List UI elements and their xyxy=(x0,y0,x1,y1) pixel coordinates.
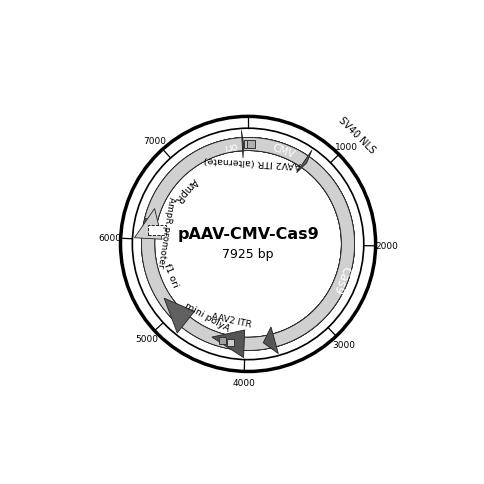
Text: 2000: 2000 xyxy=(375,242,398,251)
Polygon shape xyxy=(263,327,278,354)
Text: Cas9: Cas9 xyxy=(331,264,353,295)
Polygon shape xyxy=(141,138,355,351)
Text: 6000: 6000 xyxy=(98,234,121,243)
Bar xyxy=(247,141,255,148)
Text: 5000: 5000 xyxy=(135,334,158,343)
Text: ori: ori xyxy=(223,140,238,152)
Bar xyxy=(227,339,234,346)
Bar xyxy=(219,337,226,345)
Text: AAV2 ITR: AAV2 ITR xyxy=(211,311,253,329)
Polygon shape xyxy=(212,330,245,358)
Text: 3000: 3000 xyxy=(333,340,355,349)
Text: SV40 NLS: SV40 NLS xyxy=(336,115,377,155)
Text: mini polyA: mini polyA xyxy=(183,300,231,333)
Polygon shape xyxy=(141,138,355,351)
Text: f1 ori: f1 ori xyxy=(162,262,180,288)
Polygon shape xyxy=(141,138,355,351)
Text: AAV2 ITR (alternate): AAV2 ITR (alternate) xyxy=(204,154,301,168)
Text: 1000: 1000 xyxy=(335,143,358,152)
Polygon shape xyxy=(274,176,355,347)
Bar xyxy=(148,225,166,235)
Text: 4000: 4000 xyxy=(232,378,256,387)
Polygon shape xyxy=(309,165,328,182)
Text: 7000: 7000 xyxy=(144,137,166,146)
Polygon shape xyxy=(135,209,162,240)
Polygon shape xyxy=(257,139,308,167)
Polygon shape xyxy=(297,151,312,173)
Text: AmpR: AmpR xyxy=(172,176,199,204)
Text: 7925 bp: 7925 bp xyxy=(222,247,274,260)
Polygon shape xyxy=(141,138,355,351)
Text: AmpR promoter: AmpR promoter xyxy=(156,196,176,268)
Polygon shape xyxy=(121,117,376,372)
Polygon shape xyxy=(164,299,195,333)
Text: pAAV-CMV-Cas9: pAAV-CMV-Cas9 xyxy=(177,227,319,242)
Polygon shape xyxy=(242,131,243,159)
Bar xyxy=(244,141,251,148)
Text: CMV: CMV xyxy=(271,142,296,160)
Polygon shape xyxy=(215,138,242,156)
